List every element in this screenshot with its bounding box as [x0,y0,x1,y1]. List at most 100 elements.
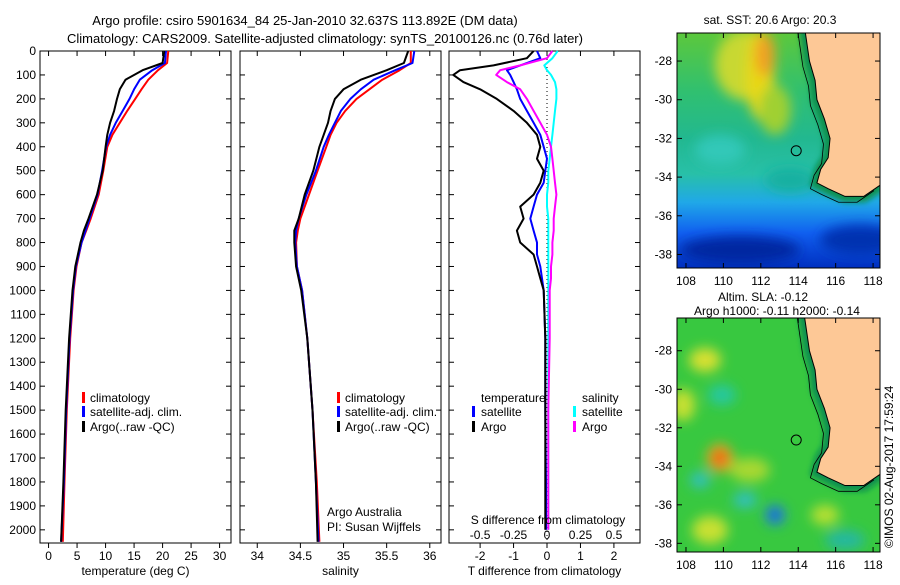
annotation-pi: PI: Susan Wijffels [327,520,421,534]
legend-swatch-s-satellite [573,406,576,417]
lon-tick-label: 112 [751,558,770,572]
legend-label-argo: Argo(..raw -QC) [345,420,430,434]
y-tick-label: 1100 [10,307,36,321]
lat-tick-label: -34 [655,170,673,184]
lat-tick-label: -28 [655,344,673,358]
x-tick-label: 25 [184,549,198,563]
x-tick-label: 0 [45,549,52,563]
y-tick-label: 300 [16,116,36,130]
lon-tick-label: 110 [714,558,733,572]
legend-label-satellite: satellite-adj. clim. [345,405,437,419]
sla-map: Altim. SLA: -0.12 Argo h1000: -0.11 h200… [655,290,883,572]
sst-map-frame [676,32,881,269]
isobath-line [797,33,875,203]
sla-map-subtitle: Argo h1000: -0.11 h2000: -0.14 [694,304,860,318]
y-tick-label: 1500 [9,403,36,417]
x-tick-label: 34.5 [289,549,313,563]
series-line-argo-raw-qc- [60,50,166,542]
s-tick-label: -0.5 [470,528,491,542]
lat-tick-label: -32 [655,421,673,435]
legend-swatch-t-satellite [472,406,475,417]
legend-label-t-satellite: satellite [481,405,522,419]
x-tick-label: 10 [99,549,113,563]
legend-swatch-t-argo [472,421,475,432]
x-tick-label: 36 [423,549,437,563]
imos-credit: ©IMOS 02-Aug-2017 17:59:24 [882,385,896,548]
salinity-panel: 34 34.5 35 35.5 36 salinity [239,50,442,578]
title-line-2: Climatology: CARS2009. Satellite-adjuste… [67,31,583,46]
y-tick-label: 1000 [9,283,36,297]
y-tick-label: 200 [16,92,36,106]
y-tick-label: 2000 [9,523,36,537]
series-line-satellite-adj-clim- [60,50,167,542]
legend-swatch-climatology [337,392,340,403]
legend-label-satellite: satellite-adj. clim. [90,405,182,419]
y-tick-label: 700 [16,212,36,226]
x-tick-label: 35 [337,549,351,563]
lat-tick-label: -38 [655,536,673,550]
series-line-s-argo [495,50,558,530]
x-tick-label: -2 [475,549,486,563]
x-axis-label: salinity [322,564,359,578]
x-axis-label: T difference from climatology [468,564,622,578]
x-tick-label: 20 [156,549,170,563]
sst-map-title: sat. SST: 20.6 Argo: 20.3 [704,13,837,27]
legend-label-climatology: climatology [90,391,150,405]
land-mass [804,33,880,197]
s-tick-label: -0.25 [500,528,528,542]
lon-tick-label: 116 [826,274,845,288]
legend-title-temperature: temperature [481,391,546,405]
legend-label-climatology: climatology [345,391,405,405]
legend-swatch-argo [82,421,85,432]
annotation-argo-australia: Argo Australia [327,505,402,519]
plot-frame [448,50,641,544]
series-line-s-satellite [543,50,559,530]
x-tick-label: 0 [544,549,551,563]
sla-map-title: Altim. SLA: -0.12 [718,290,808,304]
y-tick-label: 1200 [9,331,36,345]
legend-label-argo: Argo(..raw -QC) [90,420,175,434]
lon-tick-label: 118 [864,558,883,572]
x-tick-label: 1 [577,549,584,563]
y-tick-label: 600 [16,188,36,202]
lat-tick-label: -36 [655,498,673,512]
x-tick-label: 30 [213,549,227,563]
x-tick-label: 15 [127,549,141,563]
lat-tick-label: -38 [655,247,673,261]
x-axis-label: temperature (deg C) [81,564,189,578]
temperature-legend: climatology satellite-adj. clim. Argo(..… [82,391,182,434]
s-tick-label: 0.5 [606,528,623,542]
lon-tick-label: 118 [864,274,883,288]
legend-swatch-argo [337,421,340,432]
lat-tick-label: -36 [655,209,673,223]
plot-frame [239,50,442,544]
lon-tick-label: 108 [676,274,696,288]
s-tick-label: 0 [544,528,551,542]
y-tick-label: 1800 [9,475,36,489]
salinity-legend: climatology satellite-adj. clim. Argo(..… [327,391,437,534]
series-line-satellite-adj-clim- [294,50,416,542]
lon-tick-label: 114 [789,274,808,288]
lon-tick-label: 116 [826,558,845,572]
legend-swatch-satellite [82,406,85,417]
x-tick-label: 35.5 [375,549,399,563]
y-tick-label: 1900 [9,499,36,513]
legend-swatch-climatology [82,392,85,403]
y-tick-label: 900 [16,259,36,273]
lon-tick-label: 114 [789,558,808,572]
lon-tick-label: 108 [676,558,696,572]
legend-swatch-satellite [337,406,340,417]
x-tick-label: 34 [251,549,265,563]
s-tick-label: 0.25 [569,528,593,542]
y-tick-label: 800 [16,236,36,250]
legend-label-s-argo: Argo [582,420,608,434]
isobath-line [796,318,875,492]
lat-tick-label: -28 [655,54,673,68]
lon-tick-label: 112 [751,274,770,288]
difference-panel: -2 -1 0 1 2T difference from climatology -0.5… [448,50,641,578]
series-line-argo-raw-qc- [293,50,410,542]
lat-tick-label: -30 [655,93,673,107]
lat-tick-label: -32 [655,131,673,145]
argo-location-marker [790,145,802,157]
